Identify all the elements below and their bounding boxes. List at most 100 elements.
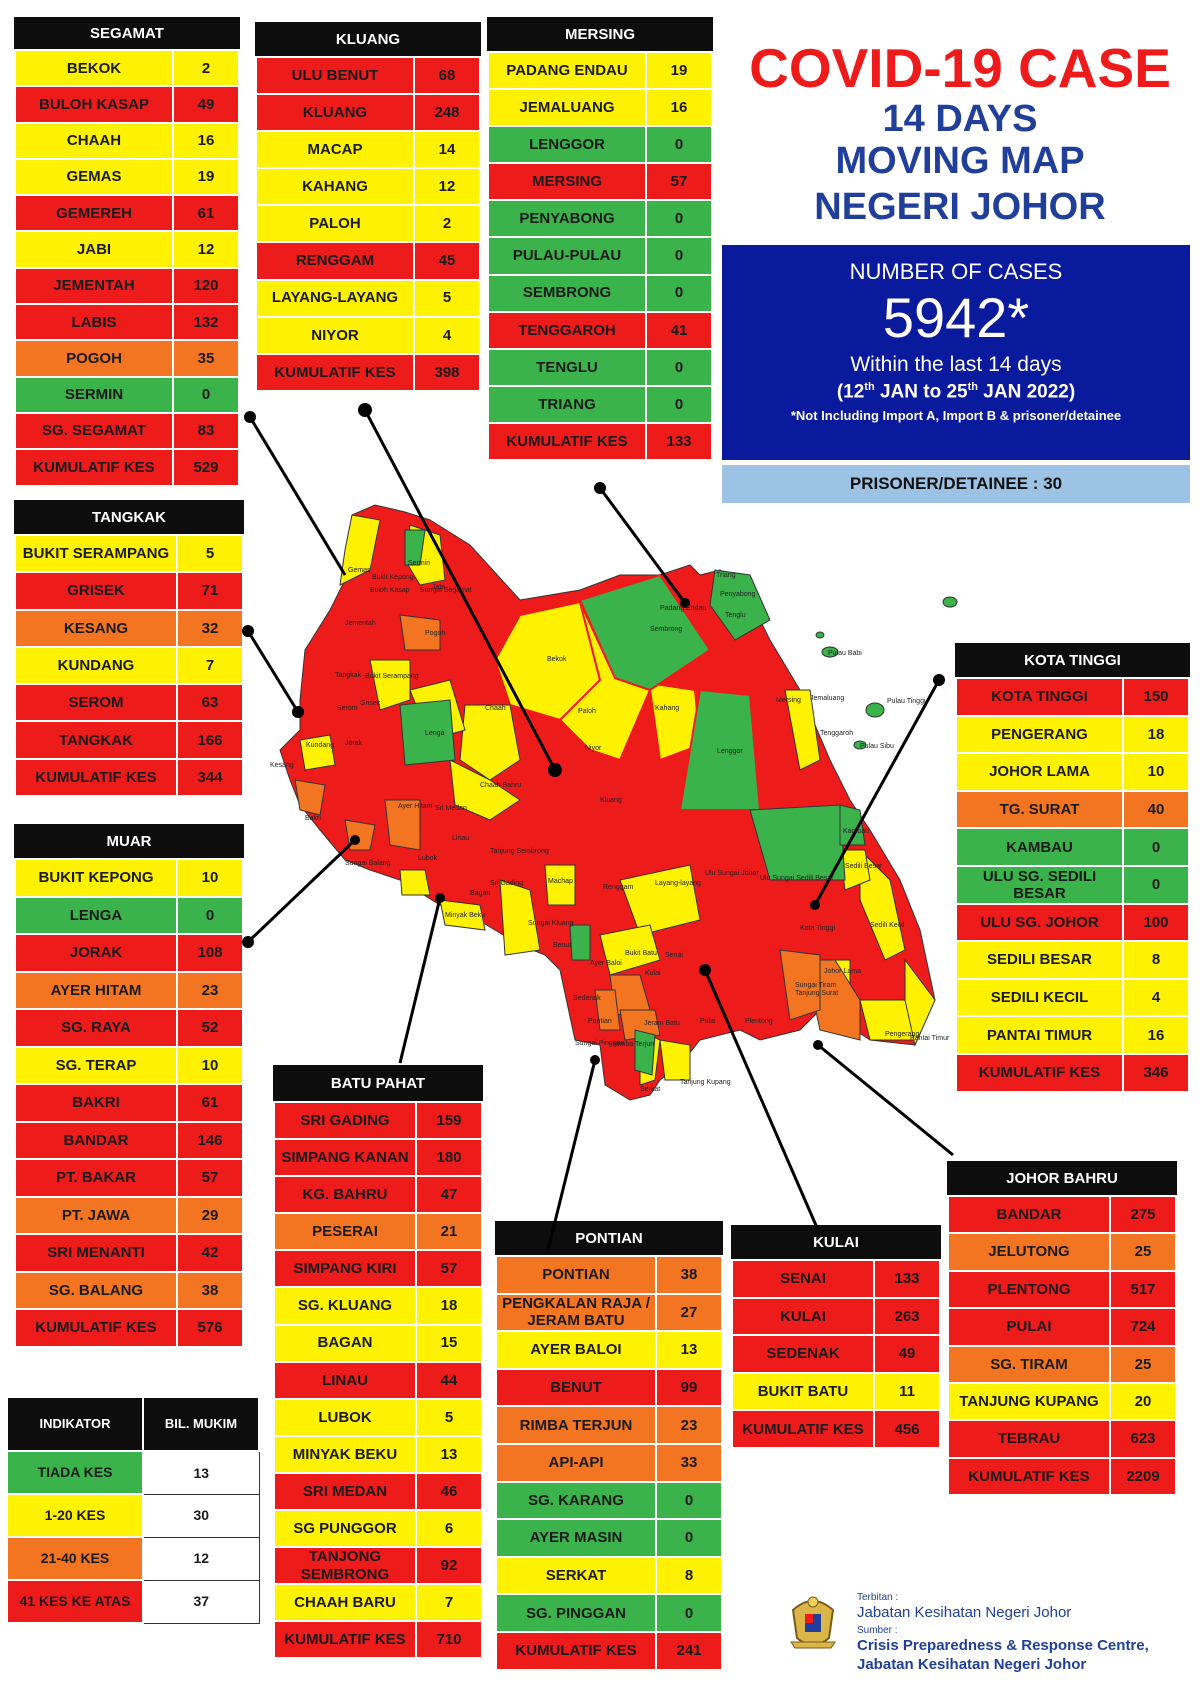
district-row: SG. PINGGAN 0 — [495, 1593, 723, 1633]
cases-heading: NUMBER OF CASES — [849, 259, 1063, 284]
mukim-case-count: 159 — [415, 1100, 483, 1141]
district-row: MACAP 14 — [255, 130, 481, 170]
map-place-label: Grisek — [360, 700, 381, 707]
district-table: BUKIT KEPONG 10 LENGA 0 JORAK 108 AYER HITAM 23… — [14, 858, 244, 1348]
district-row: MERSING 57 — [487, 162, 713, 202]
mukim-case-count: 42 — [176, 1233, 244, 1273]
district-header: BATU PAHAT — [273, 1065, 483, 1101]
map-place-label: Tanjung Surat — [795, 990, 839, 997]
mukim-case-count: 710 — [415, 1620, 483, 1660]
mukim-name: LINAU — [273, 1360, 417, 1400]
mukim-case-count: 32 — [176, 608, 244, 648]
mukim-name: AYER BALOI — [495, 1330, 657, 1370]
mukim-name: SG. RAYA — [14, 1008, 178, 1048]
mukim-case-count: 44 — [415, 1360, 483, 1400]
mukim-case-count: 13 — [655, 1330, 723, 1370]
mukim-case-count: 146 — [176, 1120, 244, 1160]
mukim-name: TANJONG SEMBRONG — [273, 1546, 417, 1586]
mukim-name: SG. TERAP — [14, 1045, 178, 1085]
map-place-label: Ulu Sungai Johor — [705, 870, 759, 877]
mukim-case-count: 241 — [655, 1630, 723, 1671]
mukim-case-count: 2209 — [1109, 1456, 1177, 1497]
sumber-line-2: Jabatan Kesihatan Negeri Johor — [857, 1656, 1087, 1673]
district-table: SRI GADING 159 SIMPANG KANAN 180 KG. BAHRU 47… — [273, 1100, 483, 1660]
mukim-name: NIYOR — [255, 315, 415, 355]
mukim-case-count: 100 — [1122, 902, 1190, 943]
mukim-name: KG. BAHRU — [273, 1175, 417, 1215]
mukim-case-count: 35 — [172, 339, 240, 378]
mukim-case-count: 133 — [873, 1259, 941, 1299]
mukim-case-count: 45 — [413, 241, 481, 281]
map-place-label: Sungai Kluang — [528, 920, 574, 927]
map-place-label: Tanjung Sembrong — [490, 848, 549, 855]
mukim-name: PLENTONG — [947, 1269, 1111, 1310]
mukim-case-count: 529 — [172, 448, 240, 487]
district-row: BEKOK 2 — [14, 48, 240, 88]
district-row: RENGGAM 45 — [255, 241, 481, 281]
mukim-case-count: 10 — [176, 1045, 244, 1085]
mukim-name: JOHOR LAMA — [955, 752, 1124, 792]
mukim-case-count: 0 — [172, 375, 240, 414]
mukim-name: KUMULATIF KES — [947, 1456, 1111, 1497]
district-row: PLENTONG 517 — [947, 1269, 1177, 1310]
map-place-label: Lubok — [418, 855, 438, 862]
district-row: TANJONG SEMBRONG 92 — [273, 1546, 483, 1586]
map-region-chaah — [459, 704, 521, 781]
district-row: MINYAK BEKU 13 — [273, 1434, 483, 1474]
mukim-case-count: 12 — [413, 167, 481, 207]
map-place-label: Minyak Beku — [445, 912, 486, 919]
map-place-label: Sedili Besar — [845, 863, 883, 870]
map-place-label: Pontian — [588, 1018, 612, 1025]
district-row: SERKAT 8 — [495, 1555, 723, 1596]
mukim-case-count: 33 — [655, 1442, 723, 1483]
mukim-name: SEMBRONG — [487, 273, 647, 313]
mukim-name: SEDILI BESAR — [955, 940, 1124, 980]
district-table: PADANG ENDAU 19 JEMALUANG 16 LENGGOR 0 MERSING… — [487, 50, 713, 462]
district-row: SIMPANG KIRI 57 — [273, 1249, 483, 1289]
mukim-name: GEMEREH — [14, 194, 174, 233]
mukim-case-count: 92 — [415, 1546, 483, 1586]
panel-pontian: PONTIAN PONTIAN 38 PENGKALAN RAJA / JERAM B… — [495, 1221, 723, 1671]
district-row: GRISEK 71 — [14, 571, 244, 611]
district-row: ULU SG. SEDILI BESAR 0 — [955, 864, 1190, 905]
mukim-case-count: 7 — [415, 1583, 483, 1623]
map-place-label: Kambau — [843, 828, 870, 835]
mukim-case-count: 18 — [415, 1286, 483, 1326]
district-row: TANGKAK 166 — [14, 720, 244, 760]
prisoner-detainee-count: PRISONER/DETAINEE : 30 — [722, 465, 1190, 503]
mukim-name: SERMIN — [14, 375, 174, 414]
mukim-case-count: 346 — [1122, 1052, 1190, 1093]
island-pulau-2 — [815, 631, 825, 639]
district-row: TENGGAROH 41 — [487, 310, 713, 350]
mukim-name: KLUANG — [255, 93, 415, 133]
district-row: CHAAH BARU 7 — [273, 1583, 483, 1623]
district-row: LENGA 0 — [14, 895, 244, 935]
district-row: KUMULATIF KES 576 — [14, 1308, 244, 1348]
mukim-name: LAYANG-LAYANG — [255, 278, 415, 318]
map-title: COVID-19 CASE — [749, 37, 1171, 99]
mukim-case-count: 724 — [1109, 1307, 1177, 1347]
district-row: SERMIN 0 — [14, 375, 240, 414]
legend-label: 1-20 KES — [6, 1493, 144, 1538]
mukim-case-count: 49 — [873, 1334, 941, 1374]
mukim-name: TRIANG — [487, 384, 647, 424]
district-header: MUAR — [14, 824, 244, 858]
district-row: LUBOK 5 — [273, 1397, 483, 1437]
map-region-layang — [619, 864, 701, 936]
district-table: PONTIAN 38 PENGKALAN RAJA / JERAM BATU 27 AY… — [495, 1255, 723, 1671]
mukim-case-count: 0 — [645, 384, 713, 424]
mukim-name: KUMULATIF KES — [14, 757, 178, 798]
district-row: TANJUNG KUPANG 20 — [947, 1381, 1177, 1422]
mukim-name: AYER MASIN — [495, 1518, 657, 1558]
legend-value: 37 — [142, 1579, 260, 1624]
map-region-machap — [544, 864, 576, 906]
mukim-name: ULU BENUT — [255, 55, 415, 96]
district-header: TANGKAK — [14, 500, 244, 534]
mukim-case-count: 0 — [655, 1518, 723, 1558]
mukim-name: KAHANG — [255, 167, 415, 207]
mukim-case-count: 49 — [172, 85, 240, 124]
map-place-label: Jabi — [432, 584, 445, 591]
mukim-name: TANJUNG KUPANG — [947, 1381, 1111, 1422]
panel-tangkak: TANGKAK BUKIT SERAMPANG 5 GRISEK 71 KESANG 32 K… — [14, 500, 244, 798]
map-place-label: Buloh Kasap — [370, 587, 410, 594]
